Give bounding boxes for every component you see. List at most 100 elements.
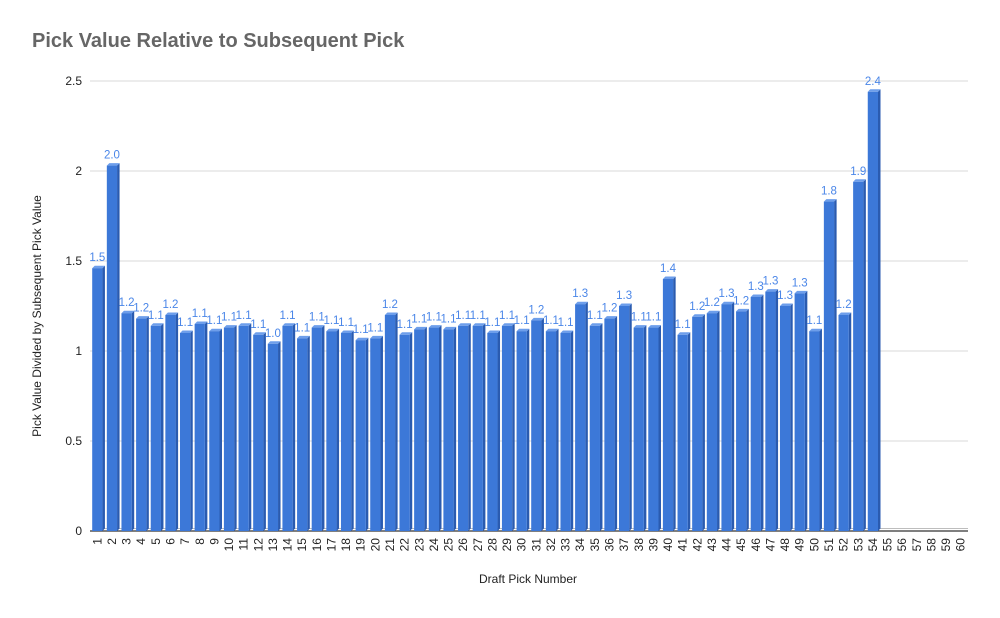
bar-pick-29 (501, 323, 515, 531)
bar-face (121, 313, 132, 531)
x-tick-label: 46 (749, 538, 763, 552)
data-label: 1.2 (733, 295, 749, 307)
bar-side (760, 294, 764, 531)
x-axis-title: Draft Pick Number (479, 572, 577, 586)
x-tick-label: 33 (559, 538, 573, 552)
bar-face (297, 338, 308, 531)
bar-top (443, 326, 457, 330)
bar-top (472, 323, 486, 326)
x-tick-label: 22 (398, 538, 412, 552)
data-label: 1.3 (777, 290, 793, 302)
bar-pick-41 (677, 332, 691, 531)
x-tick-label: 34 (573, 538, 587, 552)
data-label: 1.1 (411, 313, 427, 325)
bar-face (92, 268, 103, 531)
bar-face (165, 315, 176, 531)
bar-top (384, 312, 398, 315)
bar-face (853, 181, 864, 532)
bar-top (794, 290, 808, 294)
bar-side (848, 312, 852, 531)
bar-face (677, 334, 688, 531)
bar-face (633, 327, 644, 531)
bar-side (365, 337, 369, 531)
data-label: 1.2 (601, 303, 617, 315)
bar-face (472, 325, 483, 531)
bar-side (834, 199, 837, 531)
bar-side (307, 335, 310, 531)
data-label: 1.1 (631, 312, 647, 324)
data-label: 1.1 (323, 315, 339, 327)
bar-side (804, 290, 808, 531)
x-tick-label: 9 (207, 538, 221, 545)
x-tick-label: 41 (676, 538, 690, 552)
data-label: 1.1 (426, 312, 442, 324)
bar-pick-53 (853, 179, 866, 532)
bar-pick-9 (209, 328, 223, 531)
bar-face (136, 318, 147, 531)
bar-pick-5 (150, 323, 164, 531)
bar-face (545, 331, 557, 531)
bar-face (750, 297, 761, 531)
bar-top (765, 289, 779, 292)
x-tick-label: 59 (939, 538, 953, 552)
data-label: 1.5 (89, 252, 105, 264)
bar-top (209, 328, 223, 332)
data-label: 1.1 (675, 319, 691, 331)
data-label: 1.1 (192, 308, 208, 320)
data-label: 1.3 (719, 288, 735, 300)
data-label: 1.1 (455, 310, 471, 322)
bar-pick-39 (648, 325, 662, 531)
bar-pick-34 (575, 301, 588, 531)
bar-pick-27 (472, 323, 486, 531)
bar-side (673, 276, 676, 531)
x-tick-label: 38 (632, 538, 646, 552)
bar-pick-52 (838, 312, 852, 531)
data-label: 1.1 (470, 310, 486, 322)
x-tick-label: 37 (617, 538, 631, 552)
bar-pick-28 (487, 330, 501, 531)
bar-side (351, 330, 354, 531)
bar-top (136, 316, 149, 319)
bar-pick-4 (136, 316, 149, 531)
bar-pick-51 (823, 199, 837, 531)
bar-pick-38 (633, 325, 647, 531)
bar-face (589, 325, 600, 531)
bar-side (380, 335, 383, 531)
bar-face (809, 331, 820, 531)
bar-side (453, 326, 457, 531)
x-tick-label: 30 (515, 538, 529, 552)
data-label: 1.0 (265, 328, 281, 340)
bar-side (658, 325, 662, 531)
bar-side (468, 323, 471, 531)
x-tick-label: 29 (500, 538, 514, 552)
data-label: 1.1 (309, 312, 325, 324)
bar-side (409, 332, 413, 531)
bar-side (775, 289, 779, 531)
bar-top (531, 317, 544, 321)
bar-top (399, 332, 413, 335)
bar-pick-49 (794, 290, 808, 531)
data-label: 1.1 (338, 317, 354, 329)
data-label: 1.2 (689, 301, 705, 313)
x-tick-label: 12 (251, 538, 265, 552)
bar-pick-33 (560, 330, 574, 531)
bar-pick-13 (267, 341, 281, 531)
x-tick-label: 56 (895, 538, 909, 552)
x-tick-label: 20 (368, 538, 382, 552)
chart-title: Pick Value Relative to Subsequent Pick (32, 30, 405, 52)
bar-side (160, 323, 164, 531)
bar-side (424, 326, 427, 531)
data-label: 1.1 (353, 324, 369, 336)
bar-pick-43 (706, 310, 720, 531)
x-tick-label: 7 (178, 538, 192, 545)
x-tick-label: 51 (822, 538, 836, 552)
x-tick-label: 27 (471, 538, 485, 552)
bar-face (458, 325, 469, 531)
x-tick-label: 45 (734, 538, 748, 552)
bar-face (194, 324, 205, 531)
bar-side (599, 323, 603, 531)
bar-face (150, 325, 161, 531)
bar-top (150, 323, 164, 326)
bar-top (677, 332, 691, 335)
